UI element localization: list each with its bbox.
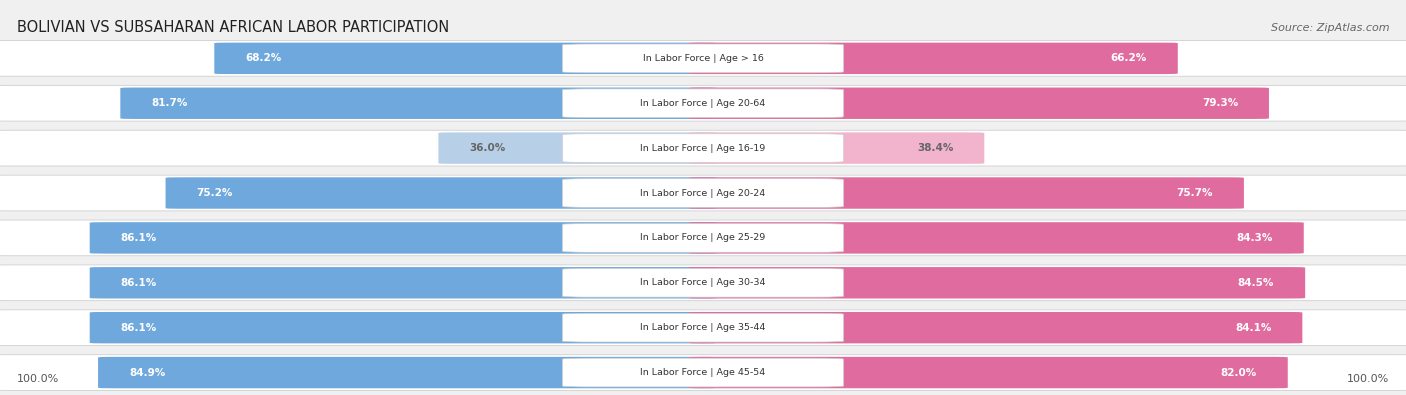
Text: 86.1%: 86.1% [121,278,157,288]
FancyBboxPatch shape [214,43,717,74]
Text: 66.2%: 66.2% [1111,53,1147,63]
FancyBboxPatch shape [0,41,1406,76]
Text: 100.0%: 100.0% [17,374,59,384]
Text: In Labor Force | Age 35-44: In Labor Force | Age 35-44 [640,323,766,332]
Text: In Labor Force | Age 45-54: In Labor Force | Age 45-54 [640,368,766,377]
Text: 84.9%: 84.9% [129,368,166,378]
FancyBboxPatch shape [0,355,1406,390]
FancyBboxPatch shape [0,130,1406,166]
FancyBboxPatch shape [90,222,717,254]
FancyBboxPatch shape [689,267,1305,299]
Text: 75.2%: 75.2% [197,188,233,198]
Text: 84.1%: 84.1% [1234,323,1271,333]
Text: 86.1%: 86.1% [121,233,157,243]
FancyBboxPatch shape [98,357,717,388]
FancyBboxPatch shape [0,220,1406,256]
FancyBboxPatch shape [689,43,1178,74]
Text: 36.0%: 36.0% [470,143,506,153]
FancyBboxPatch shape [562,313,844,342]
Text: 84.3%: 84.3% [1236,233,1272,243]
Text: 100.0%: 100.0% [1347,374,1389,384]
Text: 75.7%: 75.7% [1177,188,1213,198]
FancyBboxPatch shape [562,269,844,297]
Text: 81.7%: 81.7% [152,98,187,108]
FancyBboxPatch shape [0,265,1406,301]
Text: 82.0%: 82.0% [1220,368,1257,378]
Text: Source: ZipAtlas.com: Source: ZipAtlas.com [1271,23,1389,33]
FancyBboxPatch shape [439,132,717,164]
FancyBboxPatch shape [166,177,717,209]
FancyBboxPatch shape [0,85,1406,121]
Text: In Labor Force | Age 20-64: In Labor Force | Age 20-64 [640,99,766,108]
FancyBboxPatch shape [562,44,844,73]
Text: In Labor Force | Age 16-19: In Labor Force | Age 16-19 [640,144,766,152]
FancyBboxPatch shape [689,312,1302,343]
FancyBboxPatch shape [90,312,717,343]
Text: 38.4%: 38.4% [917,143,953,153]
Text: 79.3%: 79.3% [1202,98,1239,108]
FancyBboxPatch shape [562,134,844,162]
FancyBboxPatch shape [90,267,717,299]
FancyBboxPatch shape [689,177,1244,209]
Text: In Labor Force | Age 25-29: In Labor Force | Age 25-29 [640,233,766,243]
Text: 86.1%: 86.1% [121,323,157,333]
FancyBboxPatch shape [0,310,1406,346]
FancyBboxPatch shape [689,88,1270,119]
FancyBboxPatch shape [562,224,844,252]
Text: In Labor Force | Age > 16: In Labor Force | Age > 16 [643,54,763,63]
Text: In Labor Force | Age 30-34: In Labor Force | Age 30-34 [640,278,766,287]
FancyBboxPatch shape [562,89,844,118]
FancyBboxPatch shape [689,357,1288,388]
FancyBboxPatch shape [689,132,984,164]
Text: In Labor Force | Age 20-24: In Labor Force | Age 20-24 [640,188,766,198]
Text: 84.5%: 84.5% [1237,278,1274,288]
Text: BOLIVIAN VS SUBSAHARAN AFRICAN LABOR PARTICIPATION: BOLIVIAN VS SUBSAHARAN AFRICAN LABOR PAR… [17,20,449,35]
FancyBboxPatch shape [0,175,1406,211]
FancyBboxPatch shape [689,222,1303,254]
Text: 68.2%: 68.2% [245,53,281,63]
FancyBboxPatch shape [562,358,844,387]
FancyBboxPatch shape [562,179,844,207]
FancyBboxPatch shape [121,88,717,119]
